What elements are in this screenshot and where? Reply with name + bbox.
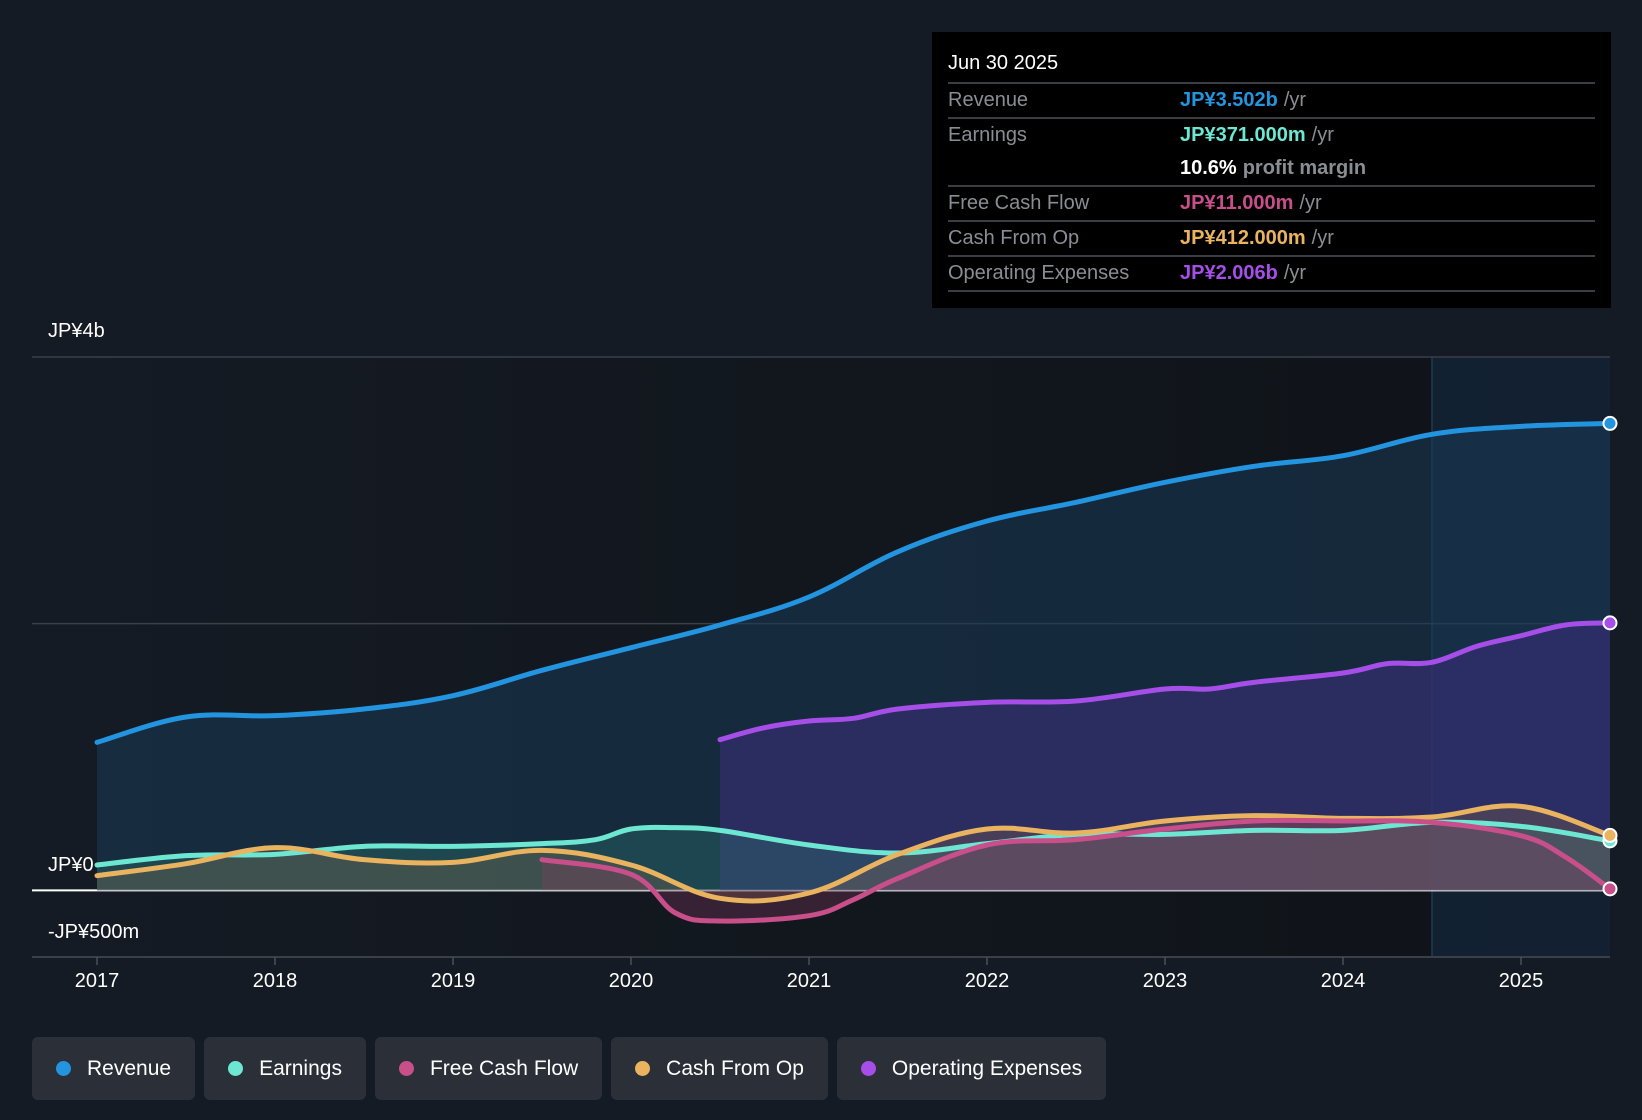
legend-item-operating-expenses[interactable]: Operating Expenses xyxy=(836,1037,1107,1100)
cash-from-op-line xyxy=(94,803,1613,904)
tooltip-value: JP¥371.000m xyxy=(1180,124,1306,146)
tooltip-label: Operating Expenses xyxy=(948,262,1130,284)
x-tick-label: 2022 xyxy=(964,970,1010,992)
tooltip-label: Earnings xyxy=(948,124,1027,146)
free-cash-flow-line xyxy=(539,817,1613,924)
y-tick-label-0: JP¥0 xyxy=(48,854,94,876)
tooltip-unit: /yr xyxy=(1283,262,1307,284)
chart-canvas xyxy=(32,356,1618,965)
legend-item-revenue[interactable]: Revenue xyxy=(32,1037,196,1100)
tooltip-row-free-cash-flow: Free Cash Flow JP¥11.000m /yr xyxy=(948,187,1595,222)
legend-item-cash-from-op[interactable]: Cash From Op xyxy=(611,1037,828,1100)
free-cash-flow-dot-icon xyxy=(398,1061,414,1076)
revenue-line xyxy=(94,420,1613,745)
x-tick-label: 2020 xyxy=(608,970,654,992)
tooltip-row-revenue: Revenue JP¥3.502b /yr xyxy=(948,84,1595,119)
revenue-dot-icon xyxy=(56,1061,71,1076)
operating-expenses-area xyxy=(720,622,1610,891)
x-tick-label: 2023 xyxy=(1142,970,1188,992)
cash-from-op-end-marker xyxy=(1602,827,1618,843)
x-tick-label: 2017 xyxy=(74,970,120,992)
free-cash-flow-end-marker xyxy=(1602,881,1618,897)
tooltip-unit: /yr xyxy=(1283,89,1307,111)
tooltip-unit: /yr xyxy=(1311,227,1334,249)
x-tick-label: 2019 xyxy=(430,970,476,992)
tooltip-value: JP¥3.502b xyxy=(1180,89,1278,111)
tooltip-label xyxy=(948,152,1180,185)
x-tick-label: 2025 xyxy=(1498,970,1544,992)
x-tick-label: 2024 xyxy=(1320,970,1366,992)
legend-item-free-cash-flow[interactable]: Free Cash Flow xyxy=(374,1037,603,1100)
cash-from-op-dot-icon xyxy=(635,1061,651,1076)
x-tick-label: 2021 xyxy=(786,970,832,992)
tooltip-value: JP¥412.000m xyxy=(1180,227,1306,249)
tooltip-row-profit-margin: 10.6% profit margin xyxy=(948,152,1595,187)
legend-label: Operating Expenses xyxy=(891,1056,1083,1080)
y-tick-label-neg-500m: -JP¥500m xyxy=(48,921,140,943)
legend-label: Cash From Op xyxy=(666,1056,804,1080)
legend-label: Earnings xyxy=(259,1056,342,1080)
free-cash-flow-area xyxy=(542,820,1610,922)
tooltip-label: Cash From Op xyxy=(948,227,1080,249)
tooltip-unit: /yr xyxy=(1299,192,1322,214)
operating-expenses-end-marker xyxy=(1602,615,1618,631)
earnings-dot-icon xyxy=(228,1061,244,1076)
operating-expenses-dot-icon xyxy=(860,1061,876,1076)
earnings-line xyxy=(94,819,1613,868)
tooltip-row-operating-expenses: Operating Expenses JP¥2.006b /yr xyxy=(948,257,1595,292)
tooltip-row-cash-from-op: Cash From Op JP¥412.000m /yr xyxy=(948,222,1595,257)
legend: Revenue Earnings Free Cash Flow Cash Fro… xyxy=(32,1037,1107,1100)
tooltip-value: 10.6% xyxy=(1180,157,1237,179)
tooltip-unit: /yr xyxy=(1311,124,1334,146)
tooltip-label: Revenue xyxy=(948,89,1029,111)
legend-item-earnings[interactable]: Earnings xyxy=(204,1037,366,1100)
legend-label: Free Cash Flow xyxy=(429,1056,579,1080)
x-tick-label: 2018 xyxy=(252,970,298,992)
operating-expenses-line xyxy=(717,620,1613,743)
tooltip-unit: profit margin xyxy=(1242,157,1367,179)
tooltip: Jun 30 2025 Revenue JP¥3.502b /yr Earnin… xyxy=(932,32,1611,308)
tooltip-row-earnings: Earnings JP¥371.000m /yr xyxy=(948,119,1595,152)
tooltip-value: JP¥11.000m xyxy=(1180,192,1294,214)
revenue-end-marker xyxy=(1602,415,1618,431)
earnings-area xyxy=(97,822,1610,891)
y-tick-label-4b: JP¥4b xyxy=(48,320,105,342)
legend-label: Revenue xyxy=(87,1056,172,1080)
tooltip-date: Jun 30 2025 xyxy=(948,46,1595,84)
tooltip-label: Free Cash Flow xyxy=(948,192,1090,214)
tooltip-value: JP¥2.006b xyxy=(1180,262,1278,284)
